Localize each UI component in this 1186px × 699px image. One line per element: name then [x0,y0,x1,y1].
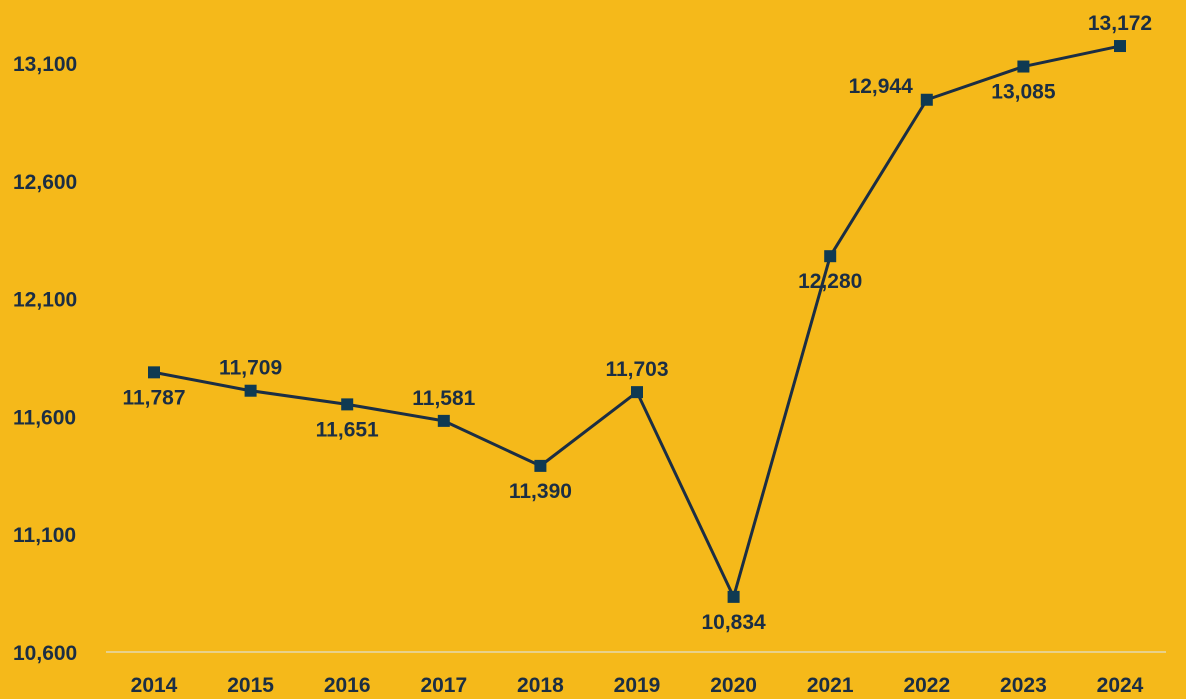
data-label: 11,581 [412,387,475,410]
x-tick-label: 2016 [324,674,371,697]
y-tick-label: 11,100 [13,524,76,547]
data-point-marker [727,590,740,603]
data-label: 11,787 [122,386,185,409]
data-point-marker [1017,60,1030,73]
x-tick-label: 2021 [807,674,854,697]
x-tick-label: 2014 [131,674,178,697]
y-tick-label: 10,600 [13,642,77,665]
data-labels: 11,787 11,709 11,651 11,581 11,390 11,703 10,8… [122,12,1152,634]
data-point-marker [920,93,933,106]
x-tick-label: 2018 [517,674,564,697]
data-point-marker [1114,40,1126,53]
x-tick-label: 2015 [227,674,274,697]
x-tick-label: 2017 [420,674,467,697]
data-point-marker [341,398,354,411]
y-tick-label: 13,100 [13,53,77,76]
data-point-marker [534,459,547,472]
x-tick-label: 2023 [1000,674,1047,697]
data-label: 12,280 [798,270,862,293]
data-label: 11,709 [219,357,282,380]
data-point-marker [148,366,160,379]
y-tick-label: 11,600 [13,406,76,429]
data-label: 13,172 [1088,12,1152,35]
data-point-marker [824,250,837,263]
data-markers [148,40,1126,603]
data-label: 11,651 [316,418,379,441]
data-label: 12,944 [849,75,914,98]
data-label: 11,703 [605,358,668,381]
data-point-marker [631,386,643,399]
x-axis-tick-labels: 2014 2015 2016 2017 2018 2019 2020 2021 2022 2023… [131,674,1144,697]
x-tick-label: 2022 [903,674,950,697]
data-label: 11,390 [509,480,572,503]
y-tick-label: 12,100 [13,289,77,312]
x-tick-label: 2019 [614,674,661,697]
x-tick-label: 2020 [710,674,757,697]
data-point-marker [437,414,450,427]
data-label: 10,834 [701,611,766,634]
y-tick-label: 12,600 [13,171,77,194]
data-point-marker [244,384,257,397]
x-tick-label: 2024 [1097,674,1144,697]
y-axis-tick-labels: 10,600 11,100 11,600 12,100 12,600 13,100 [13,53,77,665]
data-label: 13,085 [991,81,1056,104]
